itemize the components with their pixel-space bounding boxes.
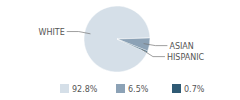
pie: WHITE ASIAN HISPANIC [38, 6, 204, 72]
legend-label: 0.7% [184, 85, 205, 94]
legend-label: 92.8% [72, 85, 98, 94]
slice-label: WHITE [38, 28, 64, 37]
pie-slice [117, 38, 150, 51]
chart: WHITE ASIAN HISPANIC 92.8% 6.5% 0.7% [0, 0, 240, 100]
legend-swatch [60, 84, 69, 93]
leader-line [67, 32, 91, 34]
legend-swatch [116, 84, 125, 93]
slice-label: HISPANIC [167, 53, 205, 62]
legend-label: 6.5% [128, 85, 149, 94]
legend-swatch [172, 84, 181, 93]
legend: 92.8% 6.5% 0.7% [60, 84, 205, 94]
pie-slice [84, 6, 150, 72]
leader-line [142, 49, 165, 56]
leader-line [144, 44, 168, 46]
slice-label: ASIAN [169, 42, 193, 51]
